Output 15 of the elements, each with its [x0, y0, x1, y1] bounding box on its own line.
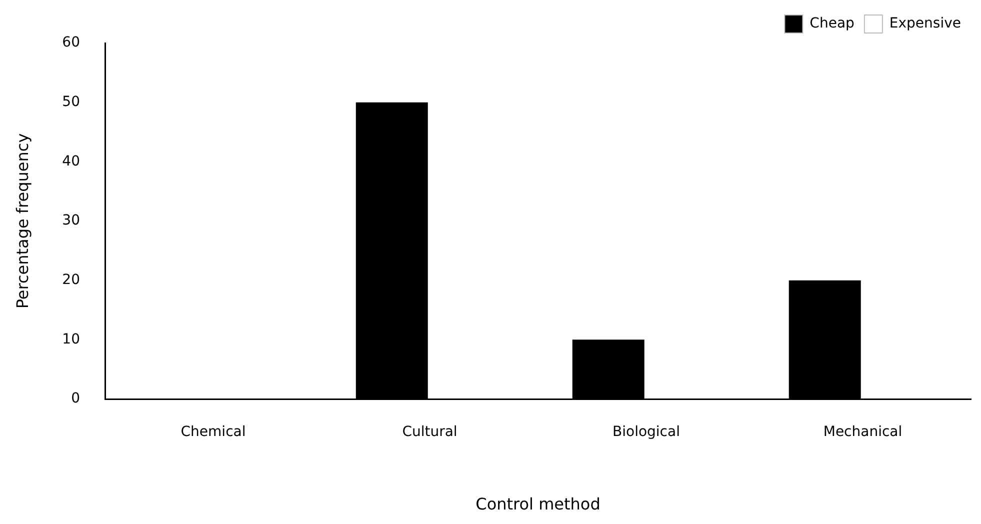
x-tick-label: Mechanical: [823, 424, 902, 440]
x-tick-label: Chemical: [180, 424, 246, 440]
y-tick-label: 0: [71, 390, 80, 407]
y-tick-label: 40: [62, 153, 80, 170]
y-tick-label: 60: [62, 34, 80, 51]
y-tick-label: 30: [62, 212, 80, 229]
legend-label: Cheap: [810, 16, 855, 32]
legend-label: Expensive: [889, 16, 962, 32]
y-axis-title: Percentage frequency: [12, 133, 32, 309]
y-tick-label: 20: [62, 272, 80, 288]
x-tick-label: Biological: [612, 424, 680, 440]
y-tick-label: 10: [62, 331, 80, 348]
x-axis-title: Control method: [476, 494, 600, 514]
y-tick-label: 50: [62, 94, 80, 110]
x-tick-label: Cultural: [402, 424, 458, 440]
